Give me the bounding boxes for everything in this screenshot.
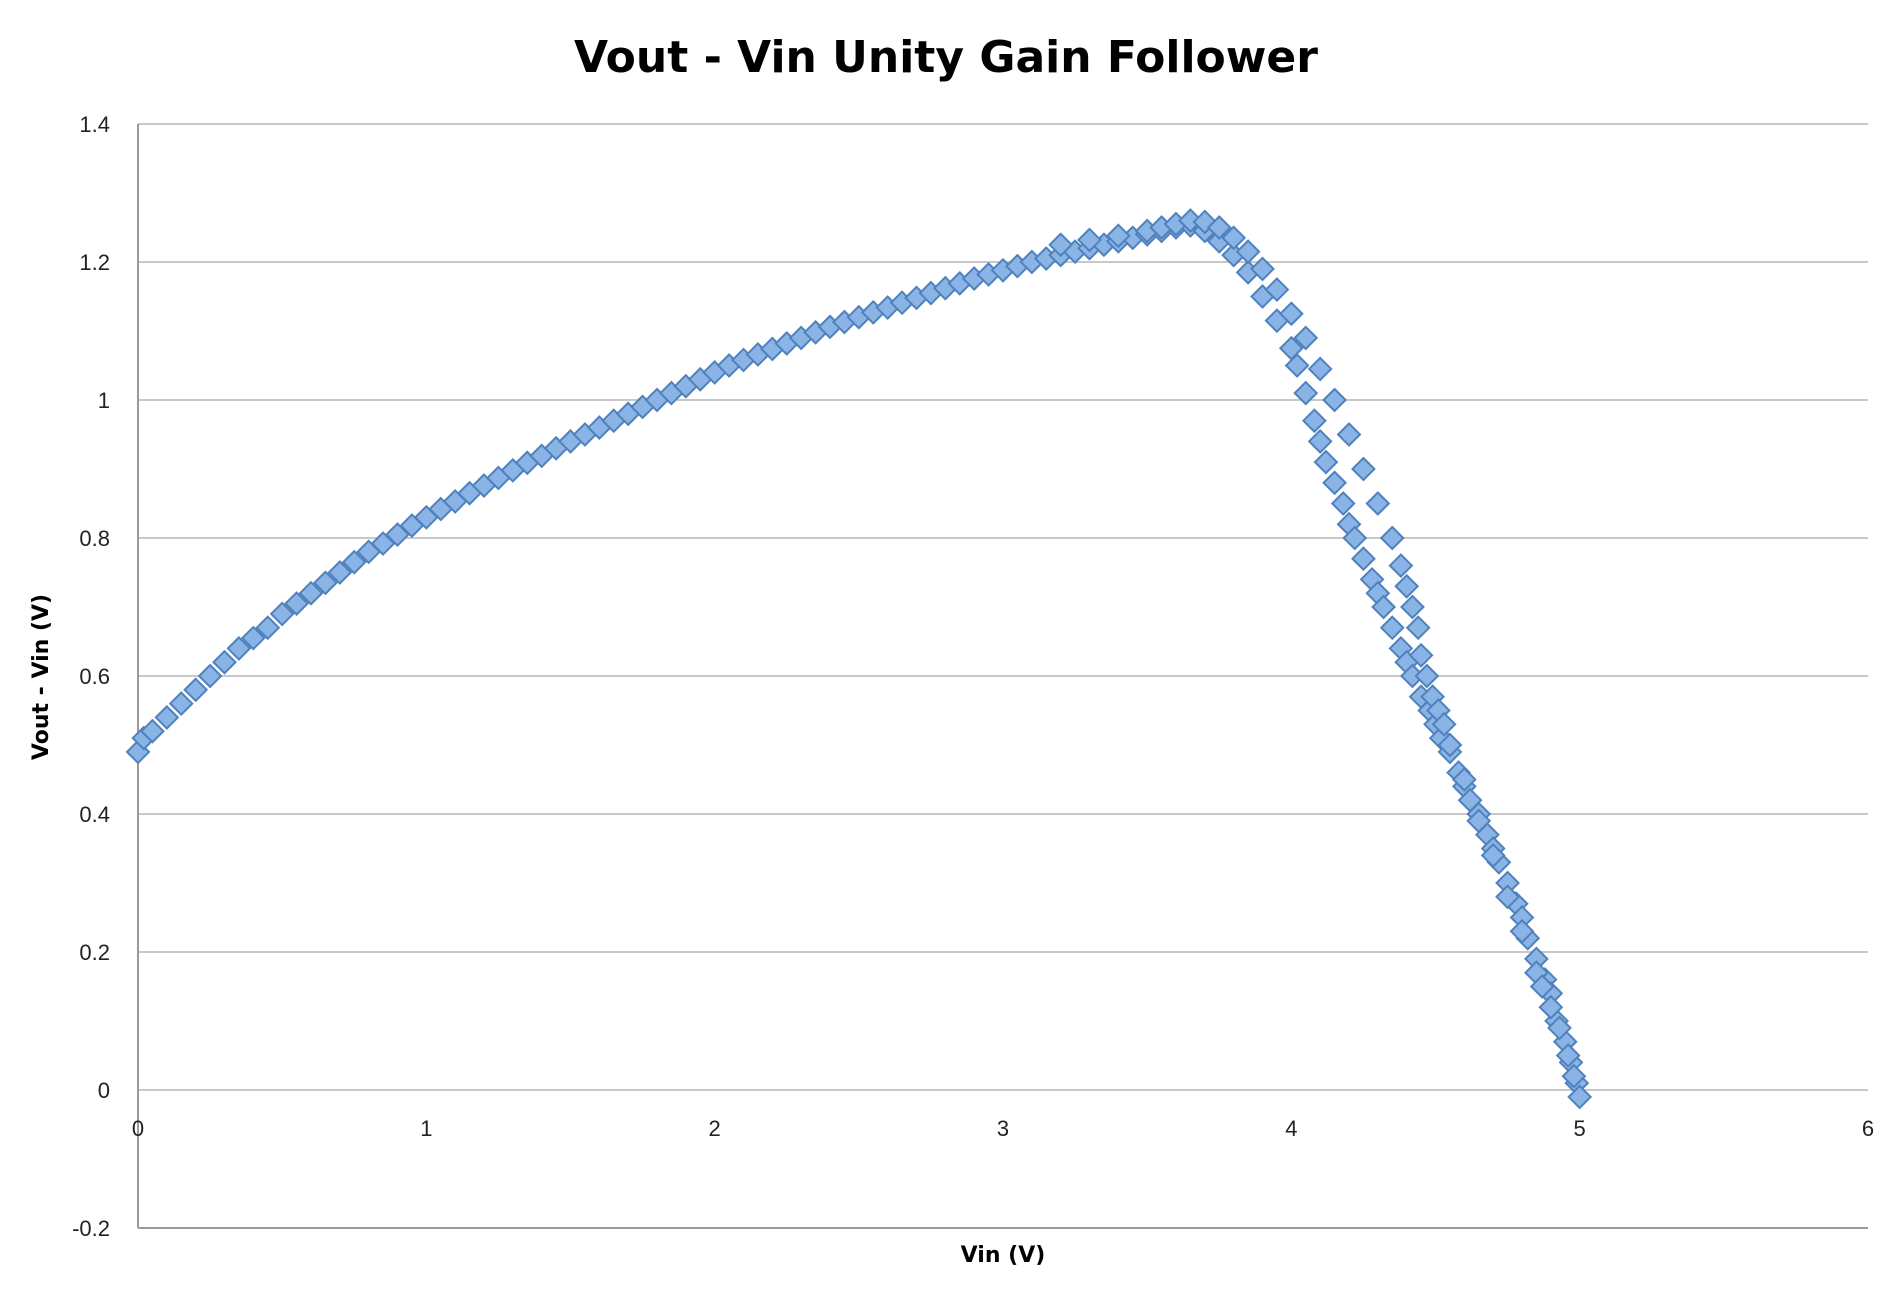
x-tick-label: 0 [132, 1116, 144, 1141]
data-point [154, 704, 180, 730]
y-tick-label: 1.4 [79, 112, 110, 137]
data-point [1330, 491, 1356, 516]
data-point [1480, 842, 1506, 868]
data-point [1538, 994, 1564, 1020]
data-point [1414, 663, 1440, 689]
data-point [212, 649, 237, 675]
data-point [1567, 1084, 1593, 1110]
data-point [1206, 215, 1232, 240]
data-point [1431, 711, 1457, 737]
data-point [1466, 808, 1492, 834]
x-tick-labels: 0 1 2 3 4 5 6 [132, 1116, 1874, 1141]
data-point [1322, 387, 1347, 413]
data-point [1388, 553, 1414, 579]
y-tick-label: 0.2 [79, 940, 110, 965]
data-point [1547, 1015, 1572, 1041]
data-point [140, 718, 165, 744]
data-point [1365, 491, 1391, 516]
y-tick-label: 0.6 [79, 664, 110, 689]
axes [137, 124, 1868, 1229]
data-point [183, 677, 209, 703]
data-point [1293, 380, 1319, 406]
data-point [1284, 353, 1310, 378]
grid-lines [138, 123, 1868, 1229]
data-point [1293, 325, 1319, 351]
data-point [1278, 301, 1304, 327]
data-point [168, 691, 194, 717]
data-point [1400, 594, 1425, 620]
data-point [1394, 573, 1420, 599]
data-point [1437, 732, 1463, 758]
data-point [1379, 525, 1405, 551]
x-tick-label: 3 [997, 1116, 1009, 1141]
data-point [255, 615, 281, 641]
x-tick-label: 1 [420, 1116, 432, 1141]
data-point [341, 549, 367, 575]
data-point [327, 560, 353, 585]
data-points [125, 208, 1593, 1110]
data-point [1405, 615, 1431, 641]
y-tick-labels: -0.2 0 0.2 0.4 0.6 0.8 1 1.2 1.4 [72, 112, 110, 1241]
y-tick-label: 0.4 [79, 802, 110, 827]
data-point [1077, 227, 1102, 253]
y-axis-title: Vout - Vin (V) [29, 594, 54, 760]
data-point [1221, 225, 1247, 251]
data-point [197, 663, 223, 689]
y-tick-label: 1.2 [79, 250, 110, 275]
data-point [284, 591, 309, 616]
data-point [1313, 449, 1339, 475]
y-tick-label: 1 [98, 388, 110, 413]
data-point [298, 580, 324, 606]
data-point [1495, 884, 1520, 910]
data-point [1342, 525, 1368, 551]
data-point [1351, 546, 1376, 572]
x-tick-label: 2 [709, 1116, 721, 1141]
data-point [1235, 239, 1261, 265]
data-point [1301, 408, 1327, 434]
data-point [1322, 470, 1347, 496]
data-point [1451, 767, 1477, 792]
data-point [1048, 232, 1074, 258]
data-point [1371, 594, 1397, 620]
x-axis-title: Vin (V) [961, 1243, 1046, 1268]
data-point [313, 570, 338, 596]
data-point [1379, 615, 1405, 641]
data-point [1555, 1043, 1581, 1068]
y-tick-label: -0.2 [72, 1216, 110, 1241]
data-point [1561, 1063, 1587, 1089]
y-tick-label: 0.8 [79, 526, 110, 551]
data-point [1264, 277, 1290, 303]
x-tick-label: 6 [1862, 1116, 1874, 1141]
chart-title: Vout - Vin Unity Gain Follower [574, 32, 1318, 83]
y-tick-label: 0 [98, 1078, 110, 1103]
data-point [1408, 642, 1434, 668]
data-point [1336, 422, 1362, 447]
data-point [1250, 256, 1275, 282]
x-tick-label: 4 [1285, 1116, 1297, 1141]
x-tick-label: 5 [1574, 1116, 1586, 1141]
data-point [226, 635, 252, 661]
data-point [1509, 918, 1535, 944]
data-point [269, 601, 295, 627]
data-point [1351, 456, 1376, 482]
data-point [1529, 974, 1555, 999]
data-point [240, 625, 266, 651]
data-point [1307, 356, 1333, 382]
data-point [1307, 428, 1333, 454]
data-point [1105, 223, 1131, 249]
